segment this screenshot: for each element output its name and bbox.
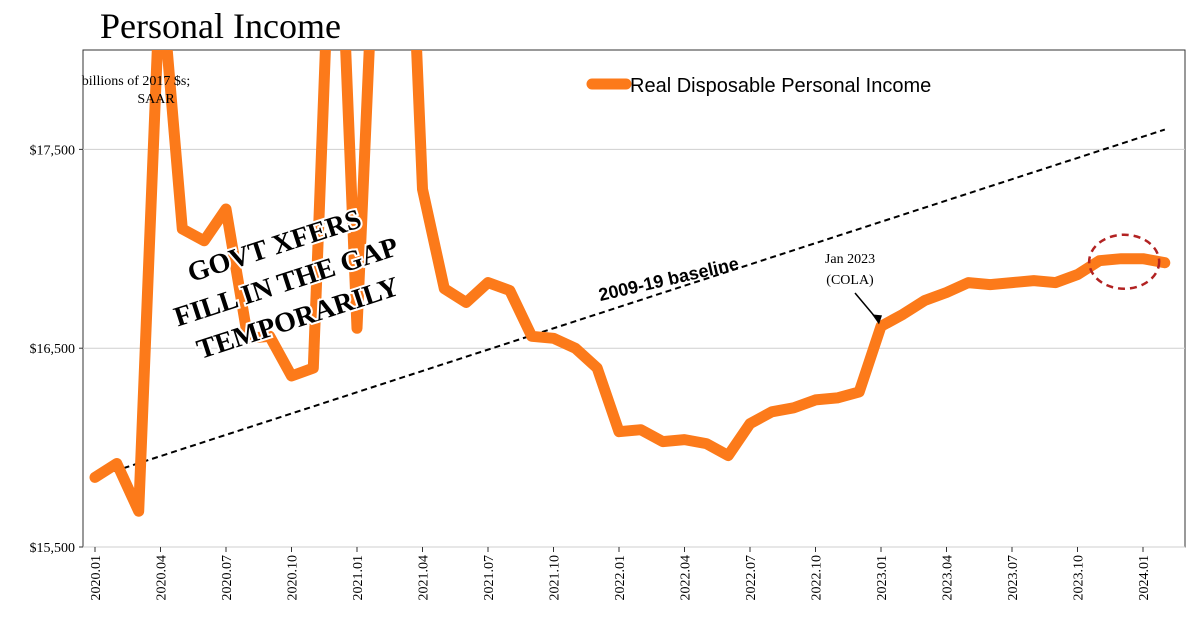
x-tick-label: 2023.01 xyxy=(875,555,890,601)
x-tick-label: 2021.10 xyxy=(548,555,563,601)
x-tick-label: 2023.10 xyxy=(1072,555,1087,601)
units-note-line: SAAR xyxy=(137,92,175,107)
x-tick-label: 2021.01 xyxy=(351,555,366,601)
chart-title: Personal Income xyxy=(100,6,341,46)
highlight-circle xyxy=(1087,233,1161,290)
x-tick-label: 2020.04 xyxy=(155,555,170,601)
cola-arrowhead xyxy=(872,314,882,325)
x-tick-label: 2023.04 xyxy=(941,555,956,601)
x-tick-label: 2020.01 xyxy=(89,555,104,601)
cola-annotation-text: Jan 2023 xyxy=(825,252,875,267)
x-tick-label: 2020.07 xyxy=(220,555,235,601)
y-tick-label: $15,500 xyxy=(30,541,76,556)
x-tick-label: 2022.04 xyxy=(679,555,694,601)
plot-frame xyxy=(82,49,1186,548)
units-note-line: billions of 2017 $s; xyxy=(82,74,191,89)
x-tick-label: 2021.07 xyxy=(482,555,497,601)
cola-annotation-text: (COLA) xyxy=(826,273,874,288)
x-tick-label: 2022.07 xyxy=(744,555,759,601)
y-tick-label: $17,500 xyxy=(30,143,76,158)
x-tick-label: 2020.10 xyxy=(286,555,301,601)
y-tick-label: $16,500 xyxy=(30,342,76,357)
x-tick-label: 2022.01 xyxy=(613,555,628,601)
x-tick-label: 2021.04 xyxy=(417,555,432,601)
legend-label: Real Disposable Personal Income xyxy=(630,75,931,97)
x-tick-label: 2024.01 xyxy=(1137,555,1152,601)
x-tick-label: 2022.10 xyxy=(810,555,825,601)
income-series-line xyxy=(89,50,1171,517)
x-tick-label: 2023.07 xyxy=(1006,555,1021,601)
baseline-trend-line xyxy=(94,128,1166,479)
